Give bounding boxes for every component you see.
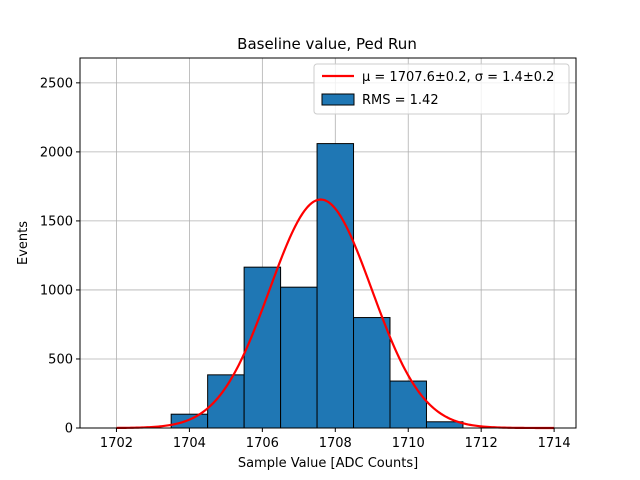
- histogram-bar-4: [316, 143, 355, 429]
- y-tick-label-3: 1500: [40, 214, 73, 229]
- histogram-bar-1: [207, 374, 245, 429]
- chart-title: Baseline value, Ped Run: [237, 35, 417, 53]
- x-axis-label: Sample Value [ADC Counts]: [238, 456, 418, 471]
- y-axis-ticks: 0 500 1000 1500 2000 2500: [40, 76, 80, 437]
- legend-histogram-swatch: [321, 93, 355, 106]
- x-tick-label-1: 1704: [173, 436, 206, 451]
- y-tick-label-5: 2500: [40, 76, 73, 91]
- histogram-bar-3: [280, 286, 318, 429]
- gaussian-fit-curve: [116, 198, 555, 430]
- x-tick-label-2: 1706: [246, 436, 279, 451]
- plot-frame: [79, 57, 577, 429]
- x-tick-label-6: 1714: [538, 436, 571, 451]
- y-axis-label: Events: [16, 221, 31, 265]
- legend-fit-label: μ = 1707.6±0.2, σ = 1.4±0.2: [362, 70, 554, 85]
- x-tick-label-4: 1710: [392, 436, 425, 451]
- y-tick-label-0: 0: [65, 422, 73, 437]
- x-tick-label-5: 1712: [465, 436, 498, 451]
- legend-fit-sigma-part: σ = 1.4±0.2: [475, 70, 555, 85]
- y-tick-label-2: 1000: [40, 283, 73, 298]
- legend-fit-mu-part: μ = 1707.6±0.2,: [362, 70, 475, 85]
- histogram-bars: [170, 143, 464, 429]
- y-tick-label-1: 500: [48, 352, 73, 367]
- histogram-bar-2: [243, 266, 282, 429]
- legend-box: [313, 63, 570, 115]
- x-tick-label-0: 1702: [100, 436, 133, 451]
- legend-histogram-label: RMS = 1.42: [362, 93, 439, 108]
- y-tick-label-4: 2000: [40, 145, 73, 160]
- histogram-bar-6: [389, 380, 427, 429]
- x-axis-ticks: 1702 1704 1706 1708 1710 1712 1714: [100, 428, 571, 451]
- histogram-bar-5: [353, 317, 391, 429]
- x-tick-label-3: 1708: [319, 436, 352, 451]
- legend: μ = 1707.6±0.2, σ = 1.4±0.2 RMS = 1.42: [313, 63, 570, 115]
- histogram-bar-0: [170, 413, 209, 429]
